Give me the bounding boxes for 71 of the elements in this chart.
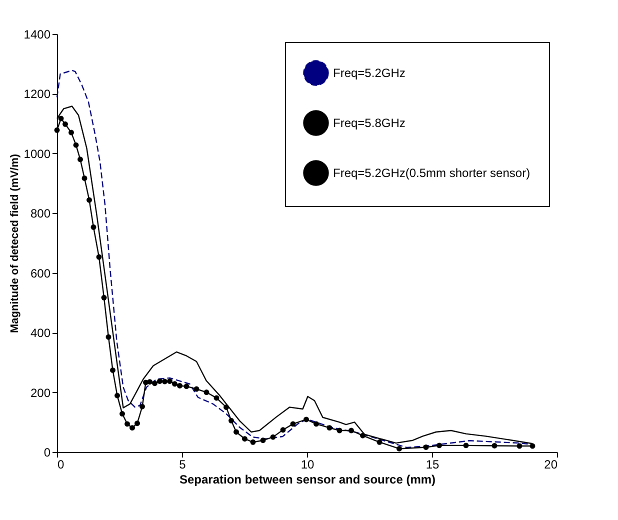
point [348, 428, 354, 434]
point [260, 438, 266, 444]
y-tick-label: 1400 [24, 28, 51, 42]
point [194, 386, 200, 392]
point [270, 434, 276, 440]
y-tick-label: 0 [44, 446, 51, 460]
point [492, 442, 498, 448]
point [130, 425, 135, 431]
point [120, 411, 125, 417]
point [336, 428, 342, 434]
legend-label: Freq=5.2GHz(0.5mm shorter sensor) [333, 166, 530, 180]
y-tick-label: 1200 [24, 87, 51, 102]
point [58, 116, 64, 122]
point [530, 443, 536, 449]
point [326, 425, 332, 431]
point [62, 121, 68, 127]
point [224, 404, 229, 410]
point [140, 404, 145, 410]
point [101, 294, 107, 300]
point [86, 197, 92, 203]
point [290, 421, 296, 427]
point [147, 379, 152, 385]
x-tick-label: 10 [300, 458, 314, 472]
y-tick-label: 400 [30, 326, 51, 340]
x-axis-title: Separation between sensor and source (mm) [179, 472, 436, 486]
point [134, 420, 140, 426]
point [204, 390, 210, 396]
point [423, 444, 429, 450]
y-tick-label: 800 [30, 206, 51, 221]
point [124, 421, 130, 427]
point [157, 378, 162, 384]
x-tick-label: 15 [426, 458, 440, 472]
legend-label: Freq=5.2GHz [333, 66, 406, 80]
point [73, 142, 79, 148]
point [396, 446, 402, 452]
point [78, 156, 83, 162]
point [228, 418, 234, 424]
point [162, 378, 168, 384]
point [106, 334, 112, 340]
point [304, 416, 309, 422]
point [152, 380, 158, 386]
point [436, 442, 442, 448]
point [314, 421, 319, 427]
point [184, 384, 190, 390]
point [68, 130, 74, 136]
x-tick-label: 5 [179, 458, 186, 472]
point [214, 395, 220, 401]
point [114, 392, 120, 398]
point [110, 367, 116, 373]
point [242, 436, 248, 442]
point [280, 427, 286, 433]
point [90, 224, 96, 230]
point [360, 432, 366, 438]
point [96, 254, 102, 260]
point [463, 442, 469, 448]
y-axis-title: Magnitude of deteced field (mV/m) [8, 154, 21, 334]
y-tick-label: 600 [30, 266, 51, 280]
point [167, 378, 172, 384]
legend-label: Freq=5.8GHz [333, 116, 406, 130]
point [172, 381, 178, 387]
y-tick-label: 200 [30, 386, 51, 400]
x-tick-label: 20 [544, 458, 558, 472]
x-tick-label: 0 [58, 458, 64, 472]
point [250, 439, 256, 445]
point [177, 382, 182, 388]
y-tick-label: 1000 [24, 146, 51, 161]
point [54, 127, 60, 133]
point [82, 175, 88, 181]
point [234, 429, 239, 435]
point [516, 443, 522, 449]
point [376, 439, 382, 445]
